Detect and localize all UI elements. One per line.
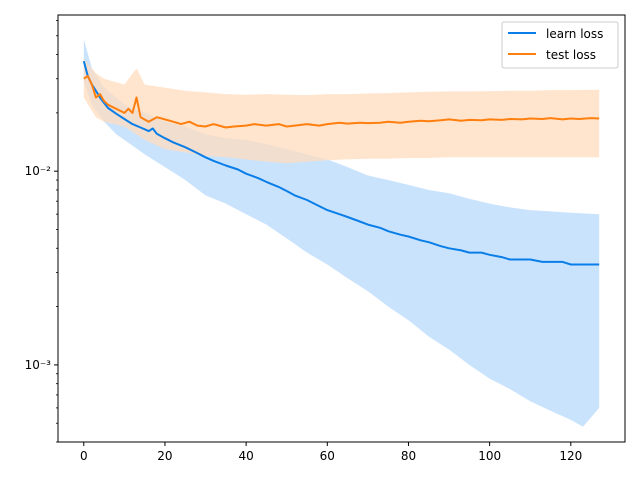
legend: learn loss test loss — [501, 21, 619, 69]
test-loss-line — [83, 75, 600, 129]
x-tick-label-0: 0 — [80, 449, 88, 463]
test-loss-band — [83, 58, 600, 164]
learn-loss-line — [82, 60, 600, 266]
x-tick-label-40: 40 — [238, 449, 253, 463]
legend-label-test-loss: test loss — [546, 48, 596, 62]
x-tick-label-80: 80 — [401, 449, 416, 463]
confidence-bands — [83, 39, 600, 427]
x-axis: 0 20 40 60 80 100 120 — [80, 442, 582, 463]
x-tick-label-100: 100 — [478, 449, 501, 463]
x-tick-label-120: 120 — [559, 449, 582, 463]
y-tick-label-1: 10⁻² — [25, 164, 52, 178]
y-axis: 10⁻³ 10⁻² — [25, 20, 58, 443]
x-tick-label-20: 20 — [157, 449, 172, 463]
y-tick-label-0: 10⁻³ — [25, 358, 52, 372]
legend-label-learn-loss: learn loss — [546, 27, 603, 41]
plot-area-frame — [57, 14, 626, 443]
x-tick-label-60: 60 — [320, 449, 335, 463]
series-lines — [82, 60, 600, 266]
